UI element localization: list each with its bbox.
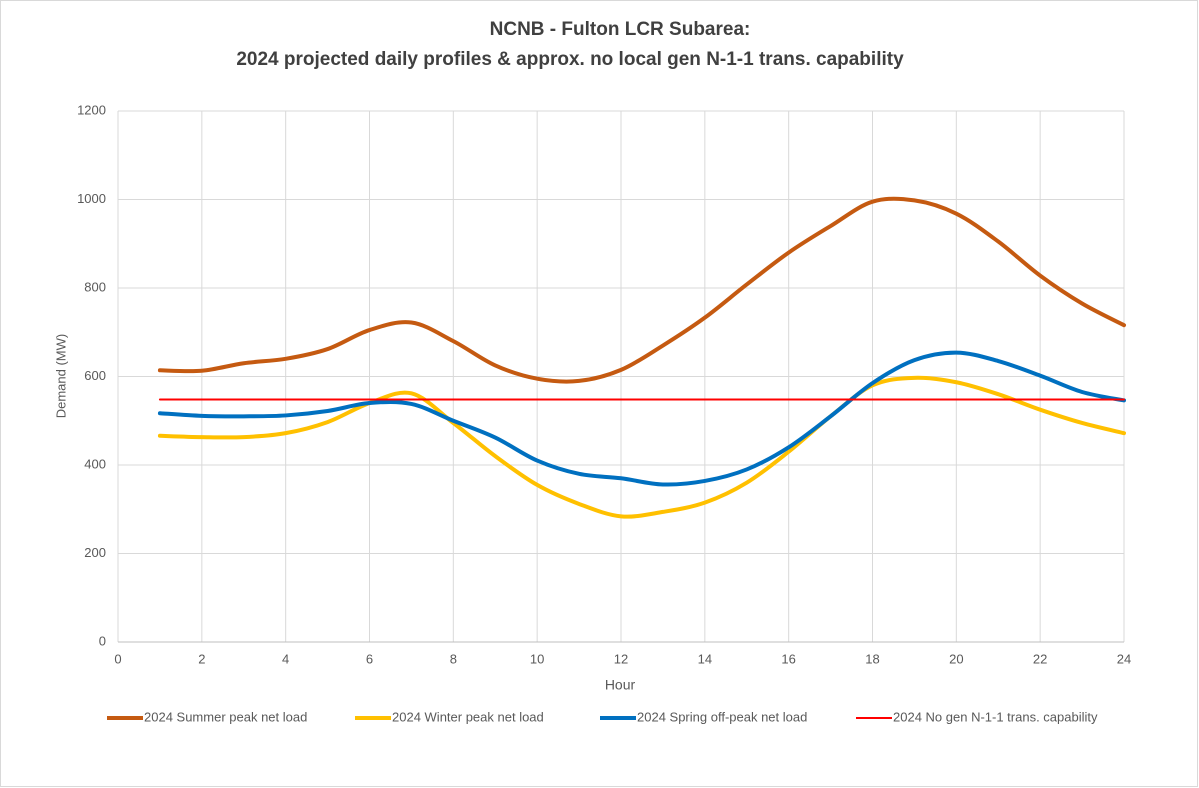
x-tick-label: 0: [114, 651, 121, 666]
x-tick-label: 18: [865, 651, 879, 666]
x-tick-label: 10: [530, 651, 544, 666]
y-axis-label: Demand (MW): [53, 334, 68, 419]
y-tick-label: 400: [84, 456, 106, 471]
chart-title: NCNB - Fulton LCR Subarea:: [490, 19, 751, 40]
chart-title: 2024 projected daily profiles & approx. …: [236, 49, 904, 70]
y-tick-label: 600: [84, 368, 106, 383]
series-line: [157, 196, 1126, 384]
x-tick-label: 12: [614, 651, 628, 666]
y-tick-label: 800: [84, 279, 106, 294]
legend-label: 2024 Winter peak net load: [392, 709, 544, 724]
legend-label: 2024 Spring off-peak net load: [637, 709, 807, 724]
y-tick-label: 0: [99, 633, 106, 648]
legend-label: 2024 No gen N-1-1 trans. capability: [893, 709, 1098, 724]
x-tick-label: 22: [1033, 651, 1047, 666]
x-tick-label: 20: [949, 651, 963, 666]
x-tick-label: 14: [698, 651, 712, 666]
series-line: [157, 375, 1126, 519]
x-axis-label: Hour: [605, 677, 636, 693]
y-tick-label: 200: [84, 545, 106, 560]
y-tick-label: 1000: [77, 191, 106, 206]
legend-label: 2024 Summer peak net load: [144, 709, 307, 724]
series-line: [157, 350, 1126, 487]
x-tick-label: 16: [781, 651, 795, 666]
x-tick-label: 8: [450, 651, 457, 666]
y-tick-label: 1200: [77, 102, 106, 117]
x-tick-label: 2: [198, 651, 205, 666]
x-tick-label: 6: [366, 651, 373, 666]
x-tick-label: 4: [282, 651, 289, 666]
x-tick-label: 24: [1117, 651, 1131, 666]
